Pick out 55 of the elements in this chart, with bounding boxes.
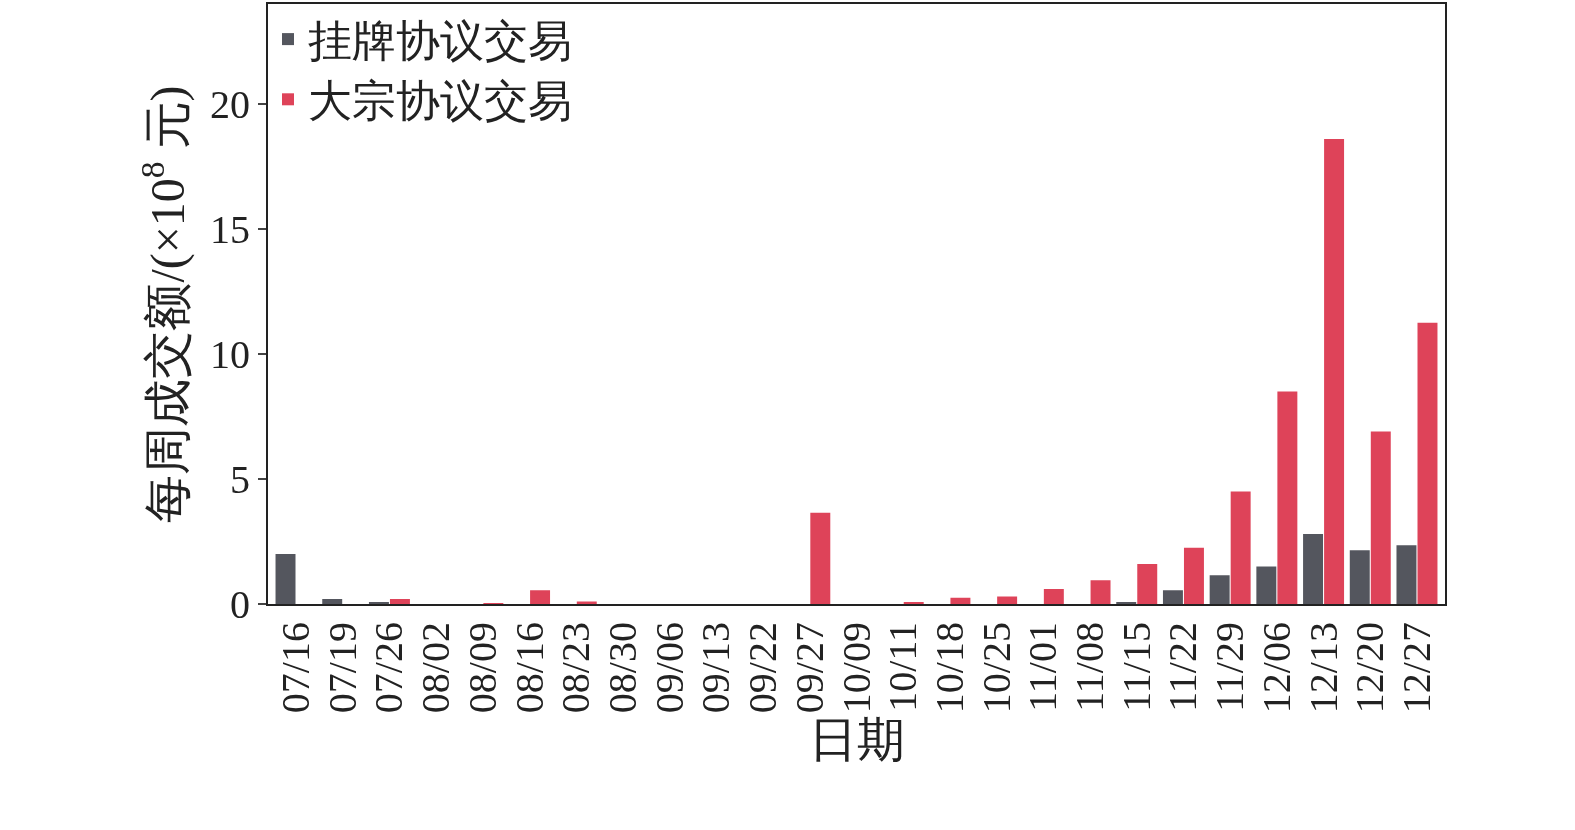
bar bbox=[530, 590, 551, 604]
x-tick-label: 10/11 bbox=[880, 622, 926, 712]
x-tick-label: 07/16 bbox=[273, 622, 319, 714]
x-tick-label: 10/25 bbox=[973, 622, 1019, 714]
x-tick-label: 10/18 bbox=[926, 622, 972, 714]
x-tick-label: 08/23 bbox=[553, 622, 599, 714]
x-tick-label: 12/27 bbox=[1393, 622, 1439, 714]
y-tick-label: 10 bbox=[210, 332, 250, 377]
x-tick-label: 08/30 bbox=[599, 622, 645, 714]
bar bbox=[1417, 322, 1438, 604]
x-axis-title: 日期 bbox=[808, 713, 905, 767]
bar bbox=[810, 512, 831, 604]
bar bbox=[1090, 580, 1111, 604]
x-tick-label: 12/06 bbox=[1253, 622, 1299, 714]
bar bbox=[997, 596, 1018, 604]
x-tick-label: 07/26 bbox=[366, 622, 412, 714]
bar bbox=[1043, 589, 1064, 604]
bar bbox=[1277, 391, 1298, 604]
bar bbox=[1162, 590, 1183, 604]
x-tick-label: 09/22 bbox=[740, 622, 786, 714]
y-tick-label: 15 bbox=[210, 207, 250, 252]
x-tick-label: 12/13 bbox=[1300, 622, 1346, 714]
bar bbox=[1137, 564, 1158, 604]
bar bbox=[1183, 547, 1204, 604]
x-tick-label: 10/09 bbox=[833, 622, 879, 714]
legend-label: 大宗协议交易 bbox=[308, 77, 572, 127]
bar bbox=[389, 599, 410, 604]
x-tick-label: 09/06 bbox=[646, 622, 692, 714]
y-tick-label: 20 bbox=[210, 82, 250, 127]
bar bbox=[1256, 566, 1277, 604]
y-tick-label: 5 bbox=[230, 457, 250, 502]
x-tick-label: 11/29 bbox=[1207, 622, 1253, 712]
x-tick-label: 09/27 bbox=[786, 622, 832, 714]
x-tick-label: 11/22 bbox=[1160, 622, 1206, 712]
bar bbox=[950, 597, 971, 604]
bar bbox=[1396, 545, 1417, 604]
x-tick-label: 12/20 bbox=[1347, 622, 1393, 714]
x-tick-label: 08/02 bbox=[413, 622, 459, 714]
y-tick-label: 0 bbox=[230, 582, 250, 627]
bar bbox=[1303, 534, 1324, 604]
legend-label: 挂牌协议交易 bbox=[308, 17, 572, 67]
bar bbox=[1370, 431, 1391, 604]
x-tick-label: 11/08 bbox=[1067, 622, 1113, 712]
bar bbox=[1209, 575, 1230, 604]
x-tick-label: 09/13 bbox=[693, 622, 739, 714]
x-tick-label: 08/16 bbox=[506, 622, 552, 714]
x-tick-label: 08/09 bbox=[459, 622, 505, 714]
bar bbox=[322, 599, 343, 604]
x-tick-label: 07/19 bbox=[319, 622, 365, 714]
x-tick-label: 11/15 bbox=[1113, 622, 1159, 712]
bar bbox=[1324, 139, 1345, 604]
bar bbox=[275, 554, 296, 604]
bar bbox=[1230, 491, 1251, 604]
x-tick-label: 11/01 bbox=[1020, 622, 1066, 712]
bar bbox=[1349, 550, 1370, 604]
